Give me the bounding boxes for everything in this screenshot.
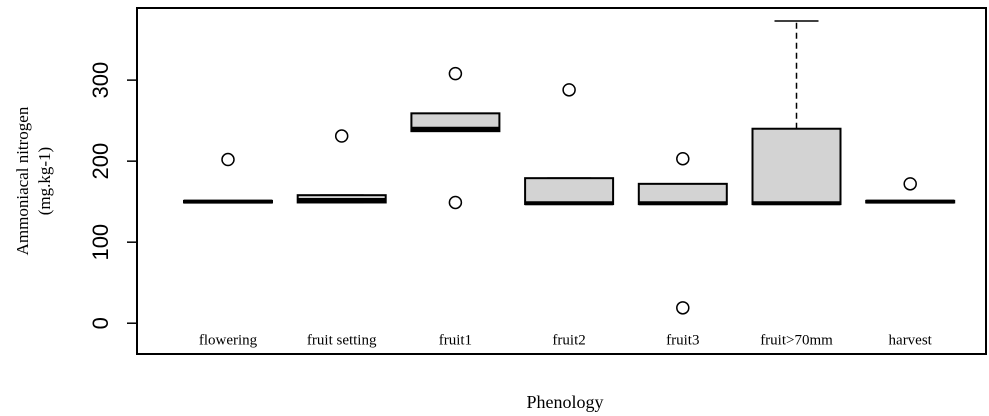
x-tick-label: flowering [199, 332, 258, 348]
outlier [676, 151, 690, 166]
y-tick-label: 200 [88, 143, 113, 180]
box [524, 177, 615, 206]
box [637, 182, 728, 206]
outlier [448, 195, 463, 210]
box [751, 127, 842, 206]
outlier [334, 129, 349, 143]
x-tick-label: fruit2 [552, 332, 585, 348]
x-axis-label: Phenology [526, 392, 603, 412]
x-tick-label: fruit3 [666, 332, 699, 348]
y-tick-label: 300 [88, 62, 113, 99]
outlier [903, 177, 917, 191]
y-axis-label: (mg.kg-1) [35, 147, 54, 215]
y-axis-label: Ammoniacal nitrogen [13, 106, 32, 255]
x-tick-label: harvest [889, 332, 933, 348]
outlier [448, 66, 463, 81]
x-tick-label: fruit1 [439, 332, 472, 348]
x-tick-label: fruit setting [307, 332, 377, 348]
outlier [676, 301, 690, 315]
outlier [562, 83, 576, 97]
plot-frame [136, 7, 987, 355]
outlier [221, 152, 235, 167]
x-tick-label: fruit>70mm [760, 332, 833, 348]
y-tick-label: 0 [88, 317, 113, 329]
box [410, 112, 501, 133]
y-tick-label: 100 [88, 224, 113, 261]
